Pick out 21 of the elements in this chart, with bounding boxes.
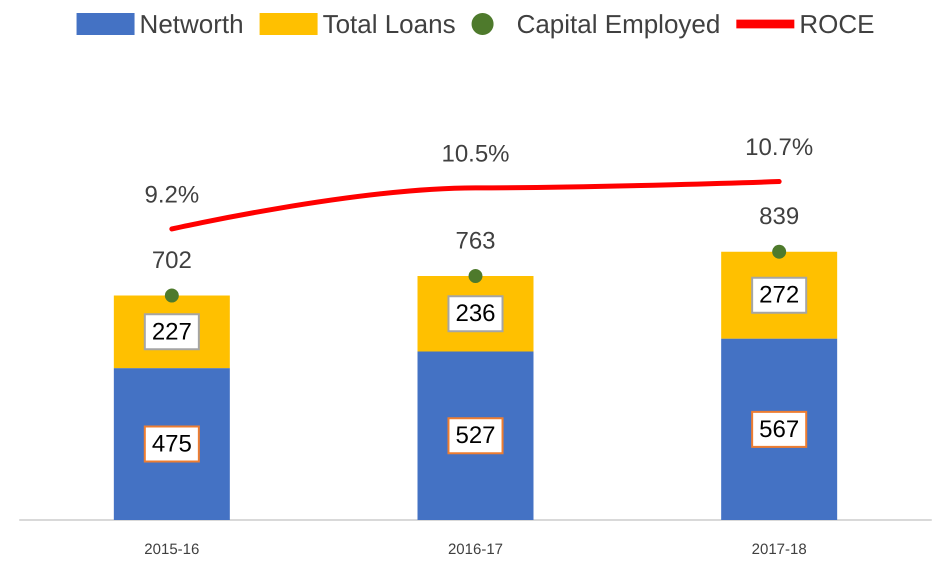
data-label: 227 (152, 318, 192, 346)
legend-label: ROCE (799, 9, 874, 39)
x-tick-label: 2016-17 (448, 541, 504, 558)
data-label: 272 (759, 282, 800, 309)
bar (418, 351, 534, 520)
bar (721, 338, 838, 520)
data-label: 475 (152, 430, 192, 458)
data-label: 527 (455, 422, 496, 450)
data-label: 702 (152, 247, 192, 274)
x-tick-label: 2017-18 (752, 541, 807, 558)
data-label: 10.7% (745, 134, 814, 162)
data-label: 236 (455, 300, 496, 328)
data-label: 567 (759, 416, 800, 443)
legend-label: Total Loans (322, 9, 456, 39)
legend-label: Capital Employed (516, 9, 720, 39)
legend-label: Networth (140, 9, 244, 39)
data-label: 839 (759, 203, 800, 230)
data-label: 763 (455, 228, 496, 255)
x-tick-label: 2015-16 (144, 541, 200, 558)
data-label: 10.5% (441, 140, 510, 168)
data-label: 9.2% (144, 181, 200, 208)
